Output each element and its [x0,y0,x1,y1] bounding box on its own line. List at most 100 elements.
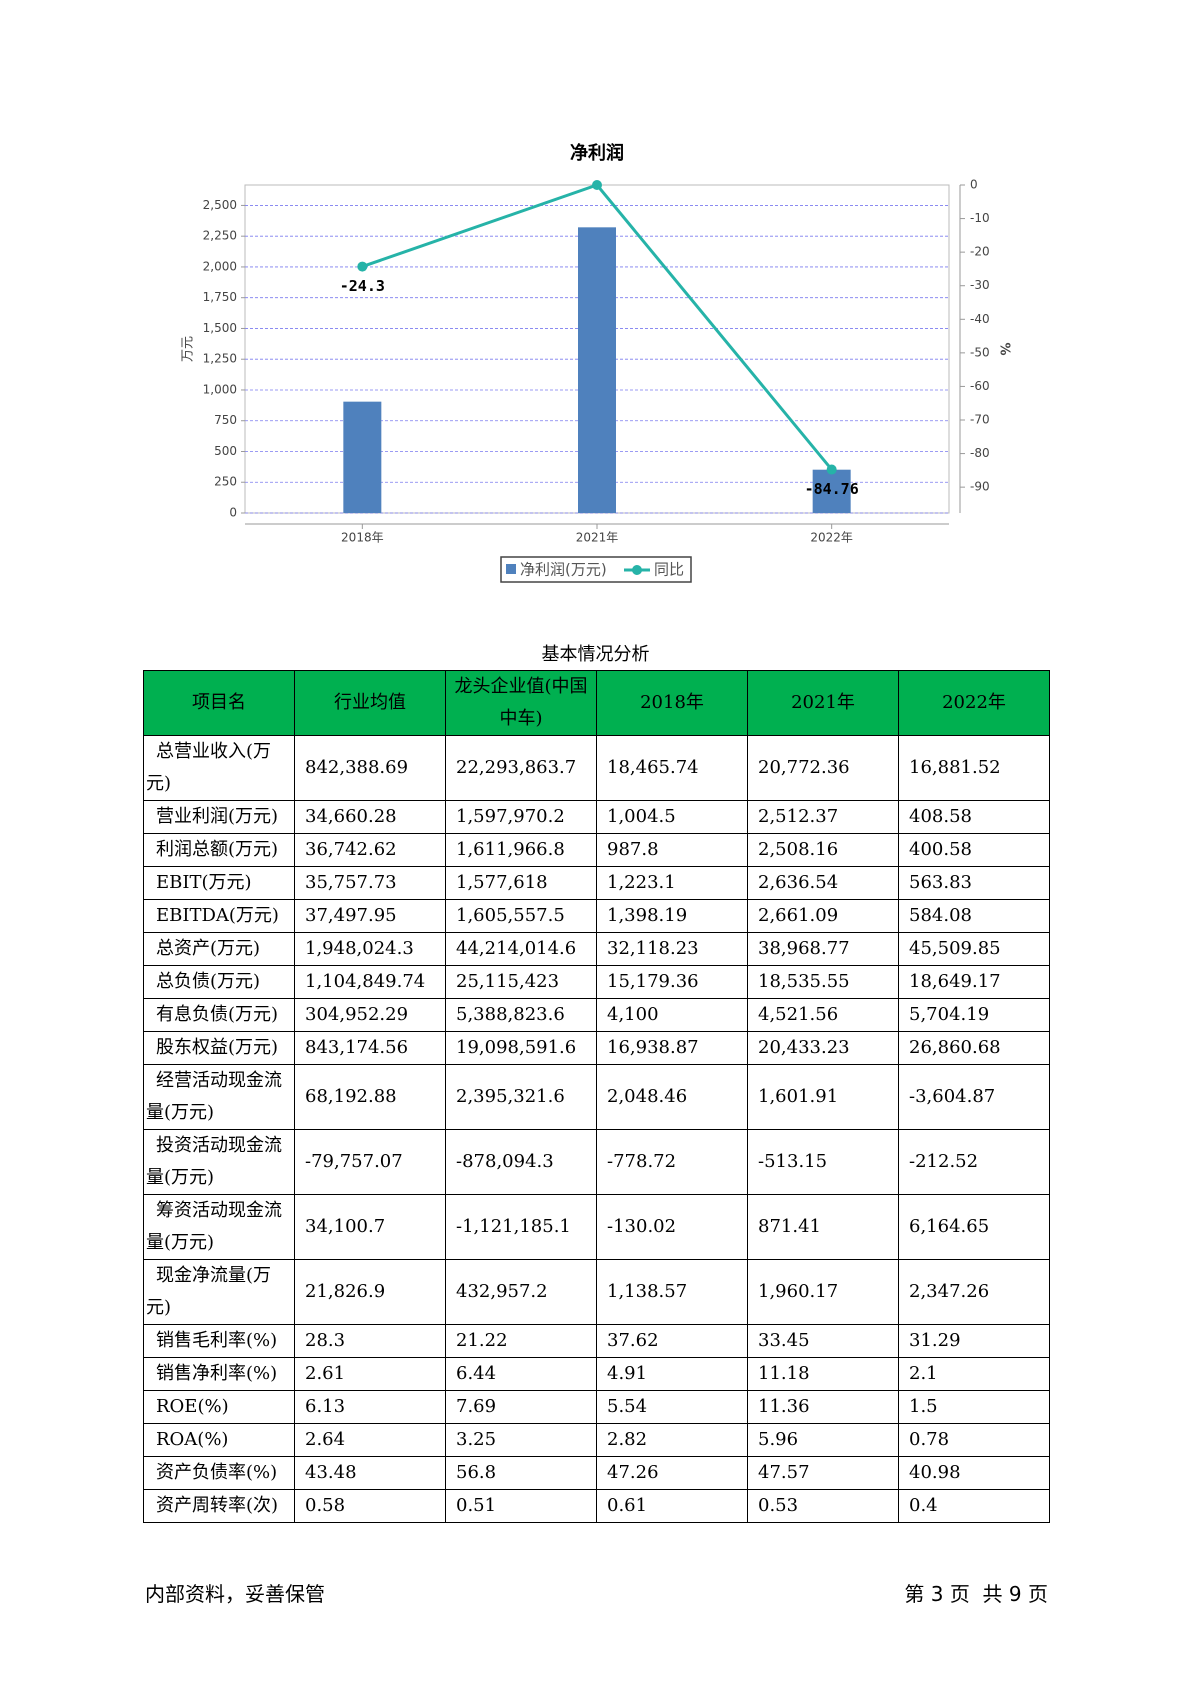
table-cell: 37,497.95 [294,899,446,933]
line-point [826,464,837,475]
table-cell: 36,742.62 [294,833,446,867]
table-cell: 47.26 [596,1456,748,1490]
table-row: 总资产(万元) 1,948,024.3 44,214,014.6 32,118.23 3… [143,932,1050,966]
y2-tick-label: -60 [970,379,990,393]
y2-tick-label: -50 [970,345,990,359]
table-cell: 32,118.23 [596,932,748,966]
table-cell: 1,948,024.3 [294,932,446,966]
table-cell: 1,223.1 [596,866,748,900]
table-cell: 20,433.23 [747,1031,899,1065]
table-row: 利润总额(万元) 36,742.62 1,611,966.8 987.8 2,508.1… [143,833,1050,867]
legend [500,556,692,583]
table-cell: 2,508.16 [747,833,899,867]
table-cell: 5,704.19 [898,998,1050,1032]
table-cell: 0.58 [294,1489,446,1523]
table-cell: 股东权益(万元) [143,1031,295,1065]
table-cell: 38,968.77 [747,932,899,966]
y2-tick-label: 0 [970,178,978,192]
table-cell: 34,660.28 [294,800,446,834]
table-row: 现金净流量(万元) 21,826.9 432,957.2 1,138.57 1,960.… [143,1259,1050,1325]
x-tick-label: 2022年 [810,531,853,545]
table-cell: 经营活动现金流量(万元) [143,1064,295,1130]
table-cell: 842,388.69 [294,735,446,801]
table-cell: 4,100 [596,998,748,1032]
table-cell: 432,957.2 [445,1259,597,1325]
x-tick-label: 2018年 [341,531,384,545]
table-cell: 21,826.9 [294,1259,446,1325]
table-cell: 1,605,557.5 [445,899,597,933]
y-axis-title: 万元 [181,336,196,362]
table-cell: 2.61 [294,1357,446,1391]
header-cell: 2021年 [747,670,899,736]
table-cell: -778.72 [596,1129,748,1195]
table-cell: 26,860.68 [898,1031,1050,1065]
table-cell: 1.5 [898,1390,1050,1424]
y2-tick-label: -30 [970,278,990,292]
table-cell: 584.08 [898,899,1050,933]
table-cell: 47.57 [747,1456,899,1490]
table-row: 股东权益(万元) 843,174.56 19,098,591.6 16,938.87 2… [143,1031,1050,1065]
data-label: -24.3 [340,277,385,295]
table-cell: 16,881.52 [898,735,1050,801]
table-cell: 37.62 [596,1324,748,1358]
table-cell: 现金净流量(万元) [143,1259,295,1325]
y-tick-label: 2,250 [203,229,237,243]
table-cell: 资产负债率(%) [143,1456,295,1490]
y-tick-label: 0 [229,506,237,520]
table-cell: 0.4 [898,1489,1050,1523]
table-row: 销售净利率(%) 2.61 6.44 4.91 11.18 2.1 [143,1357,1050,1391]
chart: 净利润 万元 % 0 250 500 750 1,000 1,250 1,500 1,750 2… [181,142,1012,583]
table-cell: 0.51 [445,1489,597,1523]
table-cell: 2,512.37 [747,800,899,834]
table-cell: 营业利润(万元) [143,800,295,834]
footer-left: 内部资料，妥善保管 [145,1582,325,1606]
y-tick-label: 1,250 [203,352,237,366]
table-cell: 18,535.55 [747,965,899,999]
table-cell: 11.36 [747,1390,899,1424]
y2-tick-label: -20 [970,245,990,259]
header-cell: 项目名 [143,670,295,736]
table-cell: 2.1 [898,1357,1050,1391]
legend-swatch [632,565,642,575]
table-row: EBITDA(万元) 37,497.95 1,605,557.5 1,398.19 2,… [143,899,1050,933]
table-row: 有息负债(万元) 304,952.29 5,388,823.6 4,100 4,521.… [143,998,1050,1032]
y-tick-label: 1,750 [203,290,237,304]
table-row: 总营业收入(万元) 842,388.69 22,293,863.7 18,465.74… [143,735,1050,801]
table-cell: 有息负债(万元) [143,998,295,1032]
table-row: 资产周转率(次) 0.58 0.51 0.61 0.53 0.4 [143,1489,1050,1523]
table-cell: 2.64 [294,1423,446,1457]
table-cell: 1,611,966.8 [445,833,597,867]
y2-tick-label: -70 [970,413,990,427]
table-cell: ROE(%) [143,1390,295,1424]
y-tick-label: 250 [214,475,237,489]
bar [343,401,382,513]
table-cell: 871.41 [747,1194,899,1260]
table-cell: 34,100.7 [294,1194,446,1260]
y2-tick-label: -10 [970,211,990,225]
header-cell: 行业均值 [294,670,446,736]
y-tick-label: 500 [214,444,237,458]
header-cell: 2022年 [898,670,1050,736]
table-cell: 408.58 [898,800,1050,834]
table-cell: -1,121,185.1 [445,1194,597,1260]
table-cell: 5.96 [747,1423,899,1457]
table-cell: 45,509.85 [898,932,1050,966]
legend-label: 净利润(万元) [520,561,607,579]
legend-swatch [506,564,516,574]
table-cell: 1,601.91 [747,1064,899,1130]
table-cell: 销售净利率(%) [143,1357,295,1391]
table-cell: 28.3 [294,1324,446,1358]
bar [578,227,616,514]
table-cell: 19,098,591.6 [445,1031,597,1065]
line-point [357,261,368,272]
table-cell: 4,521.56 [747,998,899,1032]
table-cell: -130.02 [596,1194,748,1260]
table-cell: 6.13 [294,1390,446,1424]
table-row: 筹资活动现金流量(万元) 34,100.7 -1,121,185.1 -130.02 8… [143,1194,1050,1260]
table-cell: 投资活动现金流量(万元) [143,1129,295,1195]
footer-right: 第 3 页 共 9 页 [904,1582,1048,1606]
table-row: ROE(%) 6.13 7.69 5.54 11.36 1.5 [143,1390,1050,1424]
table-cell: 44,214,014.6 [445,932,597,966]
table-cell: 总资产(万元) [143,932,295,966]
table-cell: 4.91 [596,1357,748,1391]
